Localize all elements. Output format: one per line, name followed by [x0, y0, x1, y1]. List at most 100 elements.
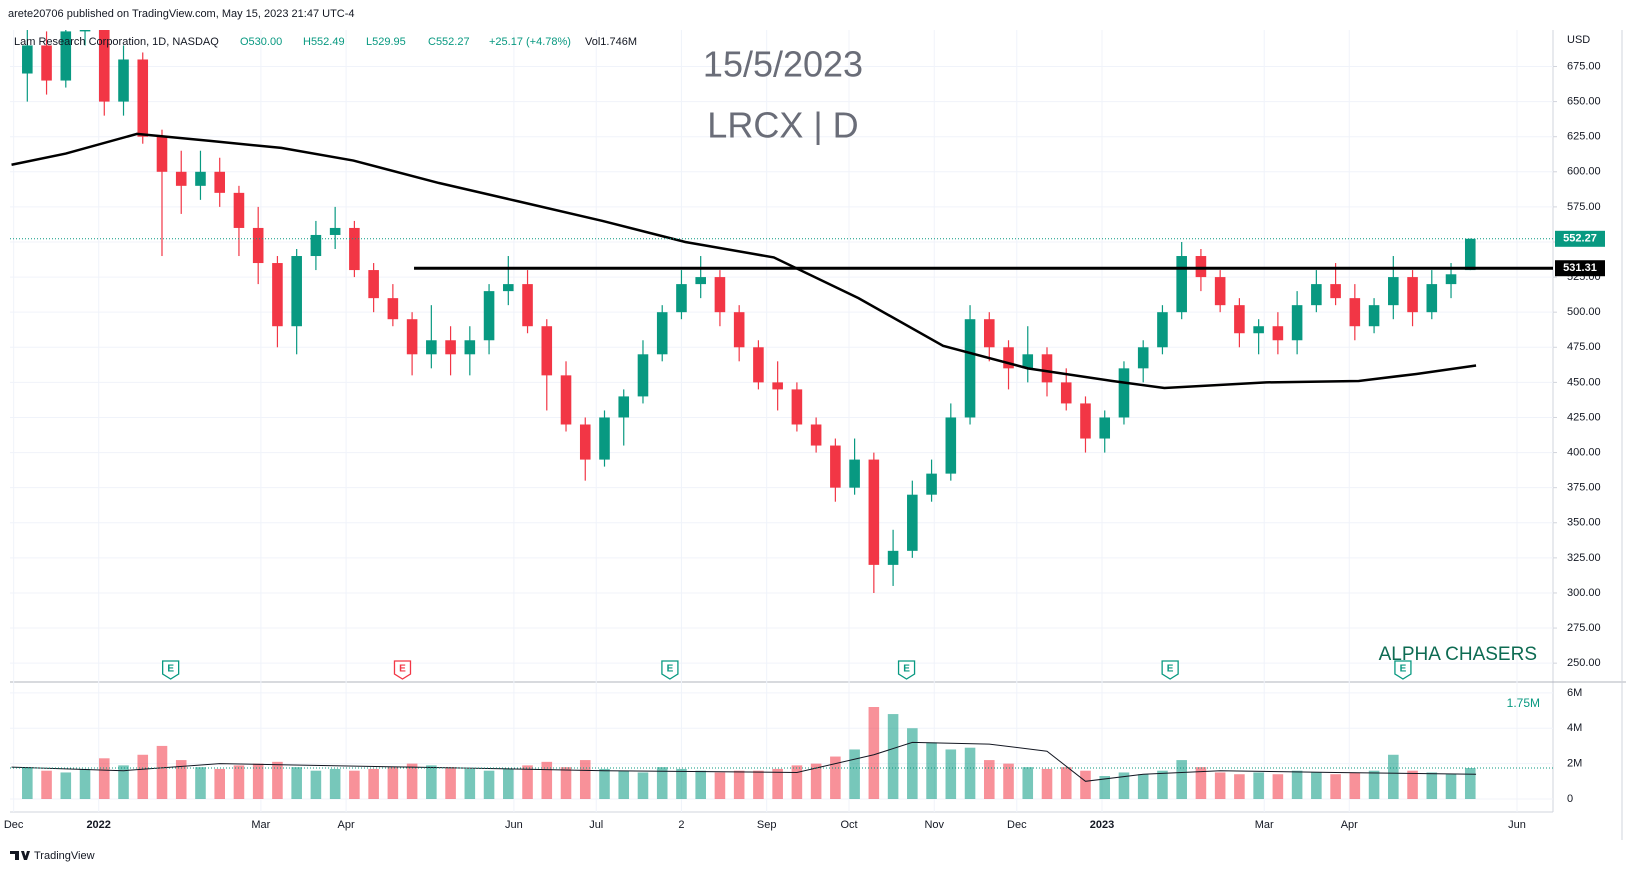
earnings-label: E: [399, 664, 406, 675]
earnings-marker: [661, 660, 679, 680]
volume-bar: [41, 770, 52, 799]
volume-bar: [349, 770, 360, 799]
candle-body: [22, 45, 33, 74]
x-tick-label: Mar: [251, 819, 270, 831]
level-label-box: [1555, 260, 1605, 277]
last-price-label: 552.27: [1563, 233, 1597, 245]
volume-bar: [810, 763, 822, 799]
volume-bar: [676, 768, 687, 799]
y-tick-label: 350.00: [1567, 517, 1601, 529]
y-tick-label: 675.00: [1567, 60, 1601, 72]
volume-bar: [426, 765, 437, 799]
candle-body: [1291, 305, 1303, 341]
volume-bar: [599, 768, 610, 799]
candle-body: [1214, 277, 1226, 306]
earnings-label: E: [903, 664, 910, 675]
x-tick-label: Dec: [4, 819, 24, 831]
y-tick-label: 625.00: [1567, 131, 1601, 143]
candle-body: [945, 417, 957, 474]
currency: USD: [1567, 34, 1590, 46]
candle-body: [772, 382, 783, 390]
earnings-marker: [1161, 660, 1179, 680]
volume-bar: [733, 770, 745, 799]
volume-bar: [541, 761, 553, 799]
y-tick-label: 250.00: [1567, 657, 1601, 669]
volume-bar: [849, 749, 860, 799]
x-tick-label: Dec: [1007, 819, 1027, 831]
earnings-label: E: [1400, 664, 1407, 675]
volume-bar: [1060, 767, 1072, 799]
volume-bar: [387, 767, 399, 799]
candle-body: [1407, 277, 1418, 313]
volume-bar: [1214, 772, 1226, 799]
candle-body: [791, 389, 803, 425]
volume-bar: [1176, 760, 1187, 799]
volume-bar: [1003, 763, 1014, 799]
candle-body: [60, 31, 72, 81]
earnings-label: E: [167, 664, 174, 675]
volume-bar: [98, 758, 110, 799]
volume-bar: [887, 714, 899, 799]
candle-body: [445, 340, 456, 355]
candle-body: [483, 291, 495, 341]
candle-body: [1464, 238, 1476, 271]
volume-bar: [907, 728, 918, 799]
candle-body: [637, 354, 649, 397]
volume-bar: [791, 765, 803, 799]
candle-body: [175, 171, 187, 186]
volume-bar: [1118, 772, 1130, 799]
volume-bar: [79, 768, 91, 799]
volume-bar: [1195, 767, 1207, 799]
y-tick-label: 275.00: [1567, 622, 1601, 634]
candle-body: [1368, 305, 1380, 327]
volume-bar: [656, 767, 668, 799]
x-tick-label: Jun: [1508, 819, 1526, 831]
x-tick-label: 2022: [86, 819, 110, 831]
candle-body: [349, 227, 360, 271]
candle-body: [907, 494, 918, 551]
volume-tick-label: 2M: [1567, 758, 1582, 770]
candle-body: [1022, 354, 1034, 369]
volume-bar: [1041, 768, 1053, 799]
candle-body: [830, 445, 841, 488]
candle-body: [541, 326, 553, 376]
candle-body: [329, 227, 341, 235]
legend-volume: Vol1.746M: [585, 36, 637, 48]
candle-body: [887, 550, 899, 565]
y-tick-label: 450.00: [1567, 376, 1601, 388]
candle-body: [1060, 382, 1072, 404]
candle-body: [676, 284, 687, 313]
x-tick-label: Oct: [840, 819, 857, 831]
earnings-marker: [897, 660, 916, 680]
volume-bar: [772, 768, 783, 799]
x-tick-label: Jun: [505, 819, 523, 831]
candle-body: [41, 45, 52, 81]
candle-body: [1099, 417, 1111, 439]
volume-bar: [233, 765, 245, 799]
candle-body: [310, 234, 322, 257]
volume-bar: [1022, 767, 1034, 799]
volume-bar: [1388, 754, 1399, 799]
candle-body: [1330, 284, 1341, 299]
volume-bar: [1330, 774, 1341, 799]
y-tick-label: 300.00: [1567, 587, 1601, 599]
y-tick-label: 425.00: [1567, 411, 1601, 423]
candle-body: [714, 277, 726, 313]
candle-body: [1157, 312, 1168, 348]
candle-body: [98, 30, 110, 102]
volume-tick-label: 0: [1567, 793, 1573, 805]
candle-body: [233, 192, 245, 228]
candle-body: [1253, 326, 1264, 334]
legend-change: +25.17 (+4.78%): [489, 36, 571, 48]
candle-body: [753, 347, 764, 383]
candle-body: [1234, 305, 1245, 334]
volume-bar: [1464, 768, 1476, 799]
candle-body: [1311, 284, 1322, 306]
volume-bar: [118, 765, 129, 799]
y-tick-label: 325.00: [1567, 552, 1601, 564]
volume-bar: [1445, 774, 1457, 799]
x-tick-label: Sep: [757, 819, 777, 831]
candle-body: [214, 171, 226, 193]
footer: TradingView: [34, 850, 95, 862]
